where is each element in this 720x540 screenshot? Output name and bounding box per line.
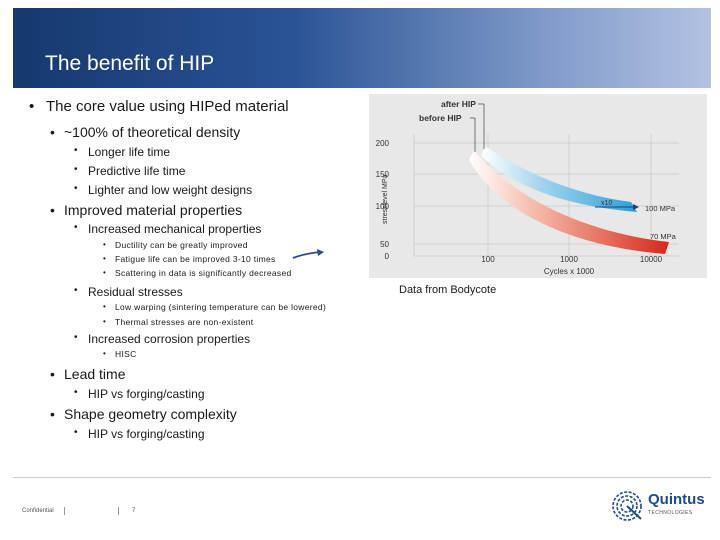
x-tick-1000: 1000	[560, 255, 578, 264]
fatigue-chart: after HIP before HIP 200 150 100 50 0 10…	[369, 94, 707, 278]
y-tick-0: 0	[385, 252, 390, 261]
slide-title: The benefit of HIP	[45, 52, 215, 75]
bullet-scattering: Scattering in data is significantly decr…	[103, 268, 292, 278]
y-axis-label: stresslevel MPa	[382, 174, 389, 224]
figure-caption: Data from Bodycote	[399, 284, 497, 296]
logo-mark-icon	[612, 491, 642, 521]
bullet-ductility: Ductility can be greatly improved	[103, 240, 248, 250]
before-hip-band	[469, 150, 669, 254]
bullet-shape: Shape geometry complexity	[50, 406, 237, 422]
bullet-low-warping: Low warping (sintering temperature can b…	[103, 302, 326, 312]
arrow-icon	[292, 249, 324, 259]
y-tick-100: 100	[376, 202, 390, 211]
bullet-predictive-life: Predictive life time	[74, 164, 185, 178]
bullet-improved-props: Improved material properties	[50, 202, 242, 218]
y-tick-150: 150	[376, 170, 390, 179]
logo-wordmark: Quintus	[648, 491, 705, 508]
y-tick-50: 50	[380, 240, 389, 249]
title-banner: The benefit of HIP	[13, 8, 711, 88]
bullet-core-value: The core value using HIPed material	[29, 98, 289, 115]
footer-separator	[64, 507, 65, 515]
bullet-longer-life: Longer life time	[74, 145, 170, 159]
bullet-lighter: Lighter and low weight designs	[74, 183, 252, 197]
bullet-corrosion: Increased corrosion properties	[74, 332, 250, 346]
label-x10: x10	[601, 200, 612, 207]
legend-after: after HIP	[441, 99, 476, 109]
footer-confidential: Confidential	[22, 508, 54, 514]
bullet-thermal: Thermal stresses are non-existent	[103, 317, 253, 327]
footer-divider	[13, 477, 711, 478]
x-tick-100: 100	[481, 255, 495, 264]
label-100-mpa: 100 MPa	[645, 204, 676, 213]
bullet-fatigue: Fatigue life can be improved 3-10 times	[103, 254, 276, 264]
footer-page-number: 7	[132, 508, 136, 514]
quintus-logo: Quintus TECHNOLOGIES	[611, 489, 705, 525]
after-hip-band	[481, 146, 637, 212]
bullet-density: ~100% of theoretical density	[50, 124, 240, 140]
bullet-hisc: HISC	[103, 349, 137, 359]
bullet-lead-time: Lead time	[50, 366, 126, 382]
bullet-residual: Residual stresses	[74, 285, 183, 299]
bullet-shape-sub: HIP vs forging/casting	[74, 427, 204, 441]
legend-before: before HIP	[419, 113, 462, 123]
y-tick-200: 200	[376, 139, 390, 148]
footer-separator	[118, 507, 119, 515]
x-tick-10000: 10000	[640, 255, 663, 264]
logo-tagline: TECHNOLOGIES	[648, 510, 693, 516]
bullet-lead-sub: HIP vs forging/casting	[74, 387, 204, 401]
x-axis-label: Cycles x 1000	[544, 267, 595, 276]
bullet-increased-mech: Increased mechanical properties	[74, 222, 261, 236]
label-70-mpa: 70 MPa	[650, 232, 677, 241]
